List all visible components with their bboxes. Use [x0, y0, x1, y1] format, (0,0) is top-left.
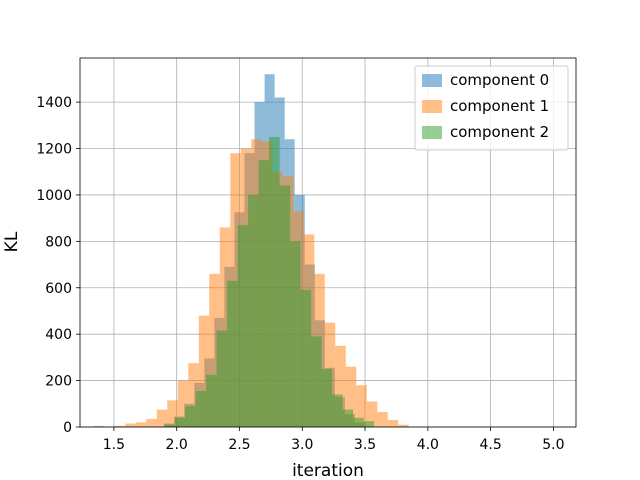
- legend: component 0 component 1 component 2: [414, 65, 569, 151]
- series-2-bars: [164, 136, 375, 428]
- histogram-bar: [174, 417, 186, 427]
- histogram-bar: [227, 280, 238, 427]
- x-tick-label: 5.0: [542, 437, 564, 453]
- histogram-bar: [177, 380, 189, 427]
- histogram-bar: [353, 417, 364, 427]
- histogram-bar: [377, 411, 388, 427]
- histogram-bar: [279, 185, 291, 427]
- histogram-bar: [195, 391, 207, 427]
- histogram-bar: [269, 136, 280, 428]
- legend-swatch: [422, 100, 442, 113]
- histogram-bar: [185, 406, 196, 427]
- histogram-bar: [321, 368, 333, 427]
- x-tick-label: 1.5: [103, 437, 125, 453]
- y-tick-label: 800: [45, 234, 72, 250]
- plot-area-frame: [79, 57, 577, 428]
- histogram-bar: [237, 225, 249, 427]
- x-tick-label: 3.5: [354, 437, 376, 453]
- histogram-bar: [335, 345, 346, 427]
- histogram-bar: [248, 194, 259, 427]
- histogram-bar: [332, 394, 343, 427]
- histogram-bar: [216, 330, 228, 427]
- y-tick-label: 400: [45, 327, 72, 343]
- x-tick-label: 2.0: [166, 437, 188, 453]
- x-tick-label: 2.5: [228, 437, 250, 453]
- histogram-bar: [135, 422, 147, 427]
- legend-entry: component 1: [450, 97, 549, 115]
- histogram-bar: [114, 425, 126, 427]
- histogram-bar: [290, 241, 301, 427]
- histogram-bar: [164, 424, 175, 427]
- histogram-bar: [219, 227, 231, 427]
- histogram-bar: [209, 273, 220, 427]
- histogram-bar: [300, 290, 312, 427]
- y-tick-label: 0: [63, 420, 72, 436]
- x-tick-label: 4.5: [479, 437, 501, 453]
- x-tick-label: 3.0: [291, 437, 313, 453]
- histogram-bar: [345, 366, 357, 427]
- histogram-bar: [206, 374, 217, 427]
- y-tick-label: 1000: [36, 188, 72, 204]
- y-tick-label: 200: [45, 374, 72, 390]
- histogram-bar: [188, 363, 199, 427]
- legend-frame: [414, 65, 569, 151]
- histogram-bar: [93, 425, 105, 427]
- histogram-bar: [398, 424, 409, 427]
- axis-ticks: 1.5 2.0 2.5 3.0 3.5 4.0 4.5 5.0 0 200 400 600 800 100…: [36, 95, 564, 453]
- histogram-bar: [342, 409, 354, 427]
- legend-entry: component 2: [450, 123, 549, 141]
- y-tick-label: 1400: [36, 95, 72, 111]
- histogram-bar: [167, 400, 178, 427]
- histogram-bar: [125, 423, 136, 427]
- legend-swatch: [422, 126, 442, 139]
- legend-swatch: [422, 74, 442, 87]
- histogram-bar: [356, 385, 367, 427]
- histogram-bar: [156, 409, 168, 427]
- legend-entry: component 0: [450, 71, 549, 89]
- histogram-bar: [198, 315, 210, 427]
- x-tick-label: 4.0: [417, 437, 439, 453]
- histogram-bar: [258, 160, 270, 427]
- y-tick-label: 600: [45, 281, 72, 297]
- y-axis-label: KL: [2, 231, 22, 252]
- x-axis-label: iteration: [292, 461, 364, 480]
- histogram-bar: [387, 420, 399, 427]
- histogram-bar: [311, 336, 322, 427]
- histogram-bar: [146, 418, 157, 427]
- histogram-bar: [363, 421, 375, 427]
- histogram-bars: [93, 74, 409, 428]
- histogram-bar: [366, 401, 378, 427]
- y-tick-label: 1200: [36, 142, 72, 158]
